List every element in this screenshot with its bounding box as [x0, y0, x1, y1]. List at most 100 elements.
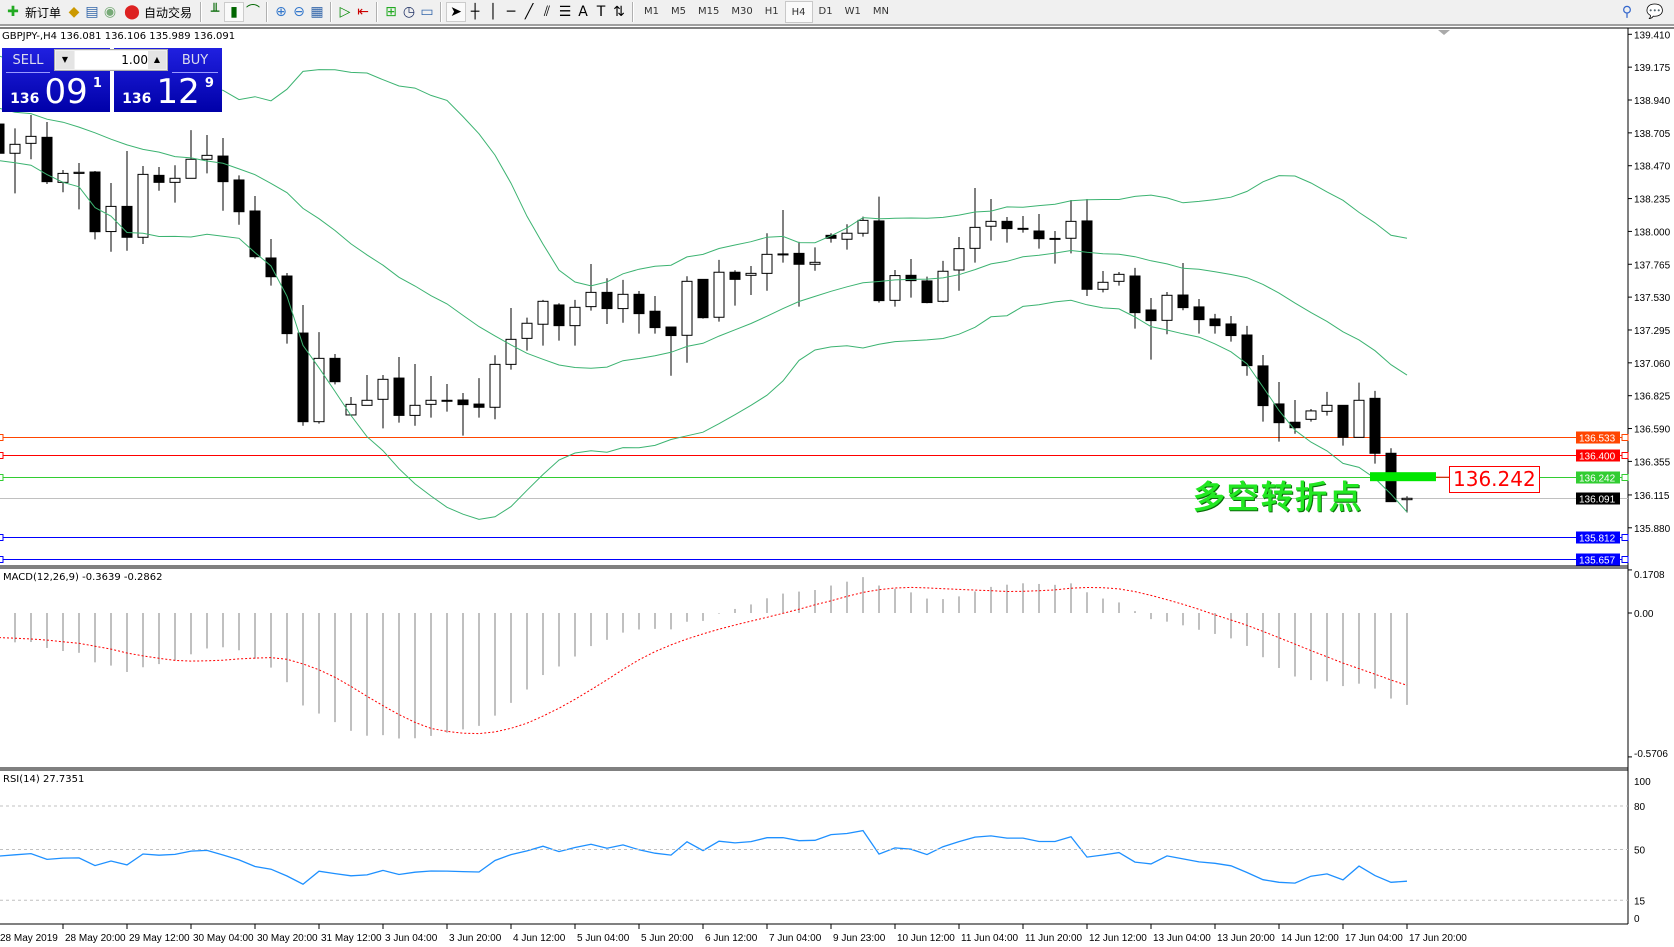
- search-icon[interactable]: ⚲: [1621, 4, 1633, 20]
- trendline-icon[interactable]: ╱: [524, 4, 534, 20]
- text-label-icon[interactable]: T: [596, 4, 606, 20]
- rsi-tick-label: 100: [1634, 777, 1651, 788]
- price-tick-label: 136.590: [1634, 425, 1671, 436]
- autoscroll-icon[interactable]: ▷: [339, 4, 351, 20]
- auto-trading-icon: ⬤: [124, 4, 140, 20]
- timeframe-h4[interactable]: H4: [784, 1, 813, 23]
- sell-label: SELL: [6, 50, 50, 73]
- candle-body: [1401, 497, 1413, 501]
- timeframe-m5[interactable]: M5: [671, 6, 687, 17]
- candle-body: [873, 220, 885, 302]
- candle: [505, 308, 517, 370]
- price-line-label: 135.657: [1579, 556, 1616, 567]
- auto-trading-button[interactable]: ⬤ 自动交易: [119, 1, 196, 23]
- price-tick-label: 138.235: [1634, 195, 1671, 206]
- text-icon[interactable]: A: [578, 4, 588, 20]
- candle-body: [1097, 281, 1109, 290]
- zoom-in-icon[interactable]: ⊕: [275, 4, 287, 20]
- chart-shift-icon[interactable]: ⇤: [357, 4, 369, 20]
- candle: [649, 296, 661, 334]
- time-label: 3 Jun 20:00: [449, 933, 502, 944]
- market-watch-icon[interactable]: ◆: [68, 4, 80, 20]
- time-label: 30 May 04:00: [193, 933, 254, 944]
- templates-icon[interactable]: ▭: [420, 4, 434, 20]
- candle-body: [441, 399, 453, 402]
- macd-tick-label: -0.5706: [1634, 749, 1668, 760]
- candle: [1401, 496, 1413, 513]
- indicators-icon[interactable]: ⊞: [385, 4, 397, 20]
- sell-price-sup: 1: [92, 76, 102, 91]
- zoom-out-icon[interactable]: ⊖: [293, 4, 305, 20]
- candle-body: [1129, 275, 1141, 314]
- macd-signal-line: [0, 586, 1408, 735]
- vertical-line-icon[interactable]: │: [488, 4, 498, 20]
- horizontal-line-icon[interactable]: ─: [506, 4, 516, 20]
- candle: [761, 233, 773, 291]
- candle: [41, 121, 53, 185]
- price-tick-label: 138.000: [1634, 227, 1671, 238]
- candle-body: [505, 338, 517, 365]
- timeframe-w1[interactable]: W1: [844, 6, 861, 17]
- candle-body: [9, 143, 21, 154]
- candle: [137, 165, 149, 244]
- candle-body: [25, 135, 37, 144]
- candle-body: [1337, 404, 1349, 438]
- candle-body: [265, 257, 277, 278]
- candle-body: [169, 177, 181, 183]
- candle-body: [457, 399, 469, 406]
- candle: [953, 237, 965, 291]
- buy-price-prefix: 136: [122, 91, 152, 107]
- candle: [1273, 381, 1285, 442]
- crosshair-icon[interactable]: ┼: [470, 4, 480, 20]
- price-tick-label: 135.880: [1634, 524, 1671, 535]
- price-tick-label: 137.060: [1634, 359, 1671, 370]
- candle: [313, 332, 325, 424]
- periods-icon[interactable]: ◷: [402, 4, 416, 20]
- turning-point-price-label[interactable]: 136.242: [1449, 466, 1540, 493]
- bar-chart-icon[interactable]: ╨: [210, 4, 220, 20]
- candle-body: [857, 219, 869, 234]
- sell-price-prefix: 136: [10, 91, 40, 107]
- candle: [729, 270, 741, 306]
- candle-body: [729, 271, 741, 280]
- separator: [632, 2, 635, 22]
- equidistant-channel-icon[interactable]: ⫽: [543, 4, 551, 20]
- timeframe-mn[interactable]: MN: [872, 6, 889, 17]
- timeframe-d1[interactable]: D1: [818, 6, 833, 17]
- line-chart-icon[interactable]: ⌒: [246, 4, 261, 20]
- arrows-icon[interactable]: ⇅: [613, 4, 625, 20]
- candle: [0, 123, 5, 154]
- candle-body: [937, 270, 949, 302]
- rsi-tick-label: 0: [1634, 914, 1640, 925]
- navigator-icon[interactable]: ▤: [85, 4, 99, 20]
- signals-icon[interactable]: ◉: [103, 4, 117, 20]
- new-order-button[interactable]: ✚ 新订单: [0, 1, 65, 23]
- timeframe-m30[interactable]: M30: [731, 6, 753, 17]
- fibonacci-icon[interactable]: ☰: [558, 4, 572, 20]
- candle-body: [153, 174, 165, 183]
- cursor-icon[interactable]: ➤: [446, 2, 467, 22]
- candle: [1209, 313, 1221, 334]
- timeframe-m15[interactable]: M15: [698, 6, 720, 17]
- timeframe-h1[interactable]: H1: [764, 6, 779, 17]
- sell-price: 136 09 1: [2, 74, 110, 110]
- candle: [265, 238, 277, 286]
- tile-windows-icon[interactable]: ▦: [310, 4, 324, 20]
- lot-decrease-icon[interactable]: ▼: [56, 51, 74, 69]
- price-tick-label: 139.175: [1634, 63, 1671, 74]
- chat-icon[interactable]: 💬: [1646, 4, 1664, 20]
- turning-point-annotation[interactable]: 多空转折点: [1193, 478, 1364, 516]
- price-tick-label: 137.530: [1634, 293, 1671, 304]
- time-label: 31 May 12:00: [321, 933, 382, 944]
- lot-input[interactable]: [75, 51, 151, 69]
- candle: [1065, 199, 1077, 254]
- timeframe-m1[interactable]: M1: [644, 6, 660, 17]
- candlestick-icon[interactable]: ▮: [224, 2, 245, 22]
- lot-increase-icon[interactable]: ▲: [148, 51, 166, 69]
- candle-body: [617, 293, 629, 310]
- one-click-trading-panel: SELL 136 09 1 BUY 136 12 9 ▼ ▲: [2, 48, 222, 112]
- candle: [217, 138, 229, 211]
- candle: [281, 272, 293, 344]
- turning-point-marker: [1370, 472, 1436, 482]
